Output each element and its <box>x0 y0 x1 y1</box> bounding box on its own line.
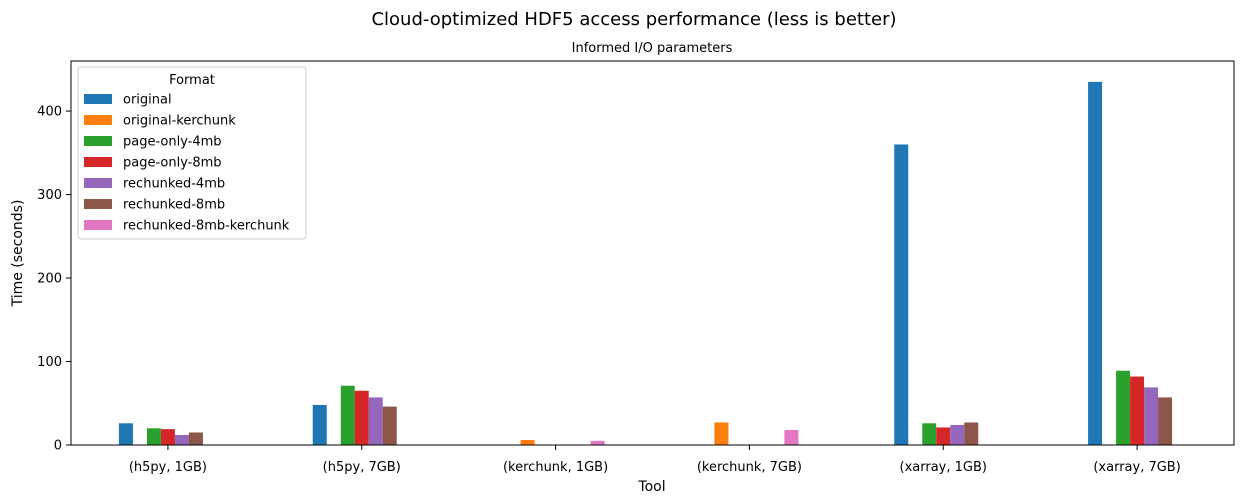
y-tick-label: 100 <box>37 355 62 370</box>
bar-rechunked-4mb-5 <box>1144 387 1159 445</box>
y-tick-label: 400 <box>37 105 62 120</box>
legend-label-original: original <box>123 93 172 108</box>
bar-page-only-4mb-0 <box>146 428 161 445</box>
legend-title: Format <box>169 73 215 88</box>
y-tick-label: 0 <box>54 439 62 454</box>
bar-original-5 <box>1088 81 1103 446</box>
bar-page-only-8mb-4 <box>936 427 951 445</box>
bar-rechunked-8mb-5 <box>1158 397 1173 445</box>
legend-label-rechunked-8mb-kerchunk: rechunked-8mb-kerchunk <box>123 219 290 234</box>
chart-subtitle: Informed I/O parameters <box>572 41 733 56</box>
legend-swatch-original-kerchunk <box>84 115 112 125</box>
plot-frame <box>70 60 1235 446</box>
x-axis-label: Tool <box>637 479 665 495</box>
axes-layer: (h5py, 1GB) (h5py, 7GB) (kerchunk, 1GB) (ke… <box>37 105 1181 475</box>
y-tick-label: 200 <box>37 272 62 287</box>
x-tick-label: (xarray, 1GB) <box>900 460 987 475</box>
legend-swatch-rechunked-4mb <box>84 178 112 188</box>
legend: Format original original-kerchunk page-onl… <box>77 66 307 240</box>
legend-label-original-kerchunk: original-kerchunk <box>123 114 236 129</box>
x-tick-label: (h5py, 7GB) <box>323 460 401 475</box>
bar-rechunked-4mb-0 <box>174 434 189 445</box>
legend-label-page-only-8mb: page-only-8mb <box>123 156 222 171</box>
chart-title: Cloud-optimized HDF5 access performance … <box>371 9 896 30</box>
bar-page-only-4mb-4 <box>922 423 937 445</box>
x-tick-label: (xarray, 7GB) <box>1093 460 1180 475</box>
legend-swatch-rechunked-8mb <box>84 199 112 209</box>
bar-original-0 <box>118 423 133 445</box>
bars-layer <box>118 81 1173 446</box>
bar-original-kerchunk-2 <box>520 439 535 445</box>
legend-box <box>77 66 307 240</box>
x-tick-label: (kerchunk, 7GB) <box>697 460 802 475</box>
x-tick-label: (kerchunk, 1GB) <box>503 460 608 475</box>
legend-swatch-page-only-8mb <box>84 157 112 167</box>
y-axis-label: Time (seconds) <box>10 200 26 308</box>
legend-label-rechunked-8mb: rechunked-8mb <box>123 198 225 213</box>
bar-page-only-4mb-1 <box>340 385 355 445</box>
bar-original-4 <box>894 144 909 446</box>
bar-rechunked-8mb-kerchunk-2 <box>590 440 605 445</box>
bar-original-kerchunk-3 <box>714 422 729 445</box>
legend-swatch-rechunked-8mb-kerchunk <box>84 220 112 230</box>
legend-label-rechunked-4mb: rechunked-4mb <box>123 177 225 192</box>
bar-page-only-8mb-1 <box>354 390 369 445</box>
bar-original-1 <box>312 404 327 445</box>
bar-page-only-8mb-5 <box>1130 376 1145 445</box>
bar-rechunked-8mb-0 <box>188 432 203 445</box>
bar-rechunked-8mb-4 <box>964 422 979 445</box>
x-tick-label: (h5py, 1GB) <box>129 460 207 475</box>
legend-label-page-only-4mb: page-only-4mb <box>123 135 222 150</box>
bar-rechunked-4mb-1 <box>368 397 383 445</box>
bar-rechunked-4mb-4 <box>950 424 965 445</box>
bar-rechunked-8mb-kerchunk-3 <box>784 429 799 445</box>
legend-swatch-original <box>84 94 112 104</box>
bar-page-only-8mb-0 <box>160 429 175 445</box>
bar-page-only-4mb-5 <box>1116 370 1131 445</box>
bar-rechunked-8mb-1 <box>382 406 397 445</box>
legend-swatch-page-only-4mb <box>84 136 112 146</box>
y-tick-label: 300 <box>37 188 62 203</box>
